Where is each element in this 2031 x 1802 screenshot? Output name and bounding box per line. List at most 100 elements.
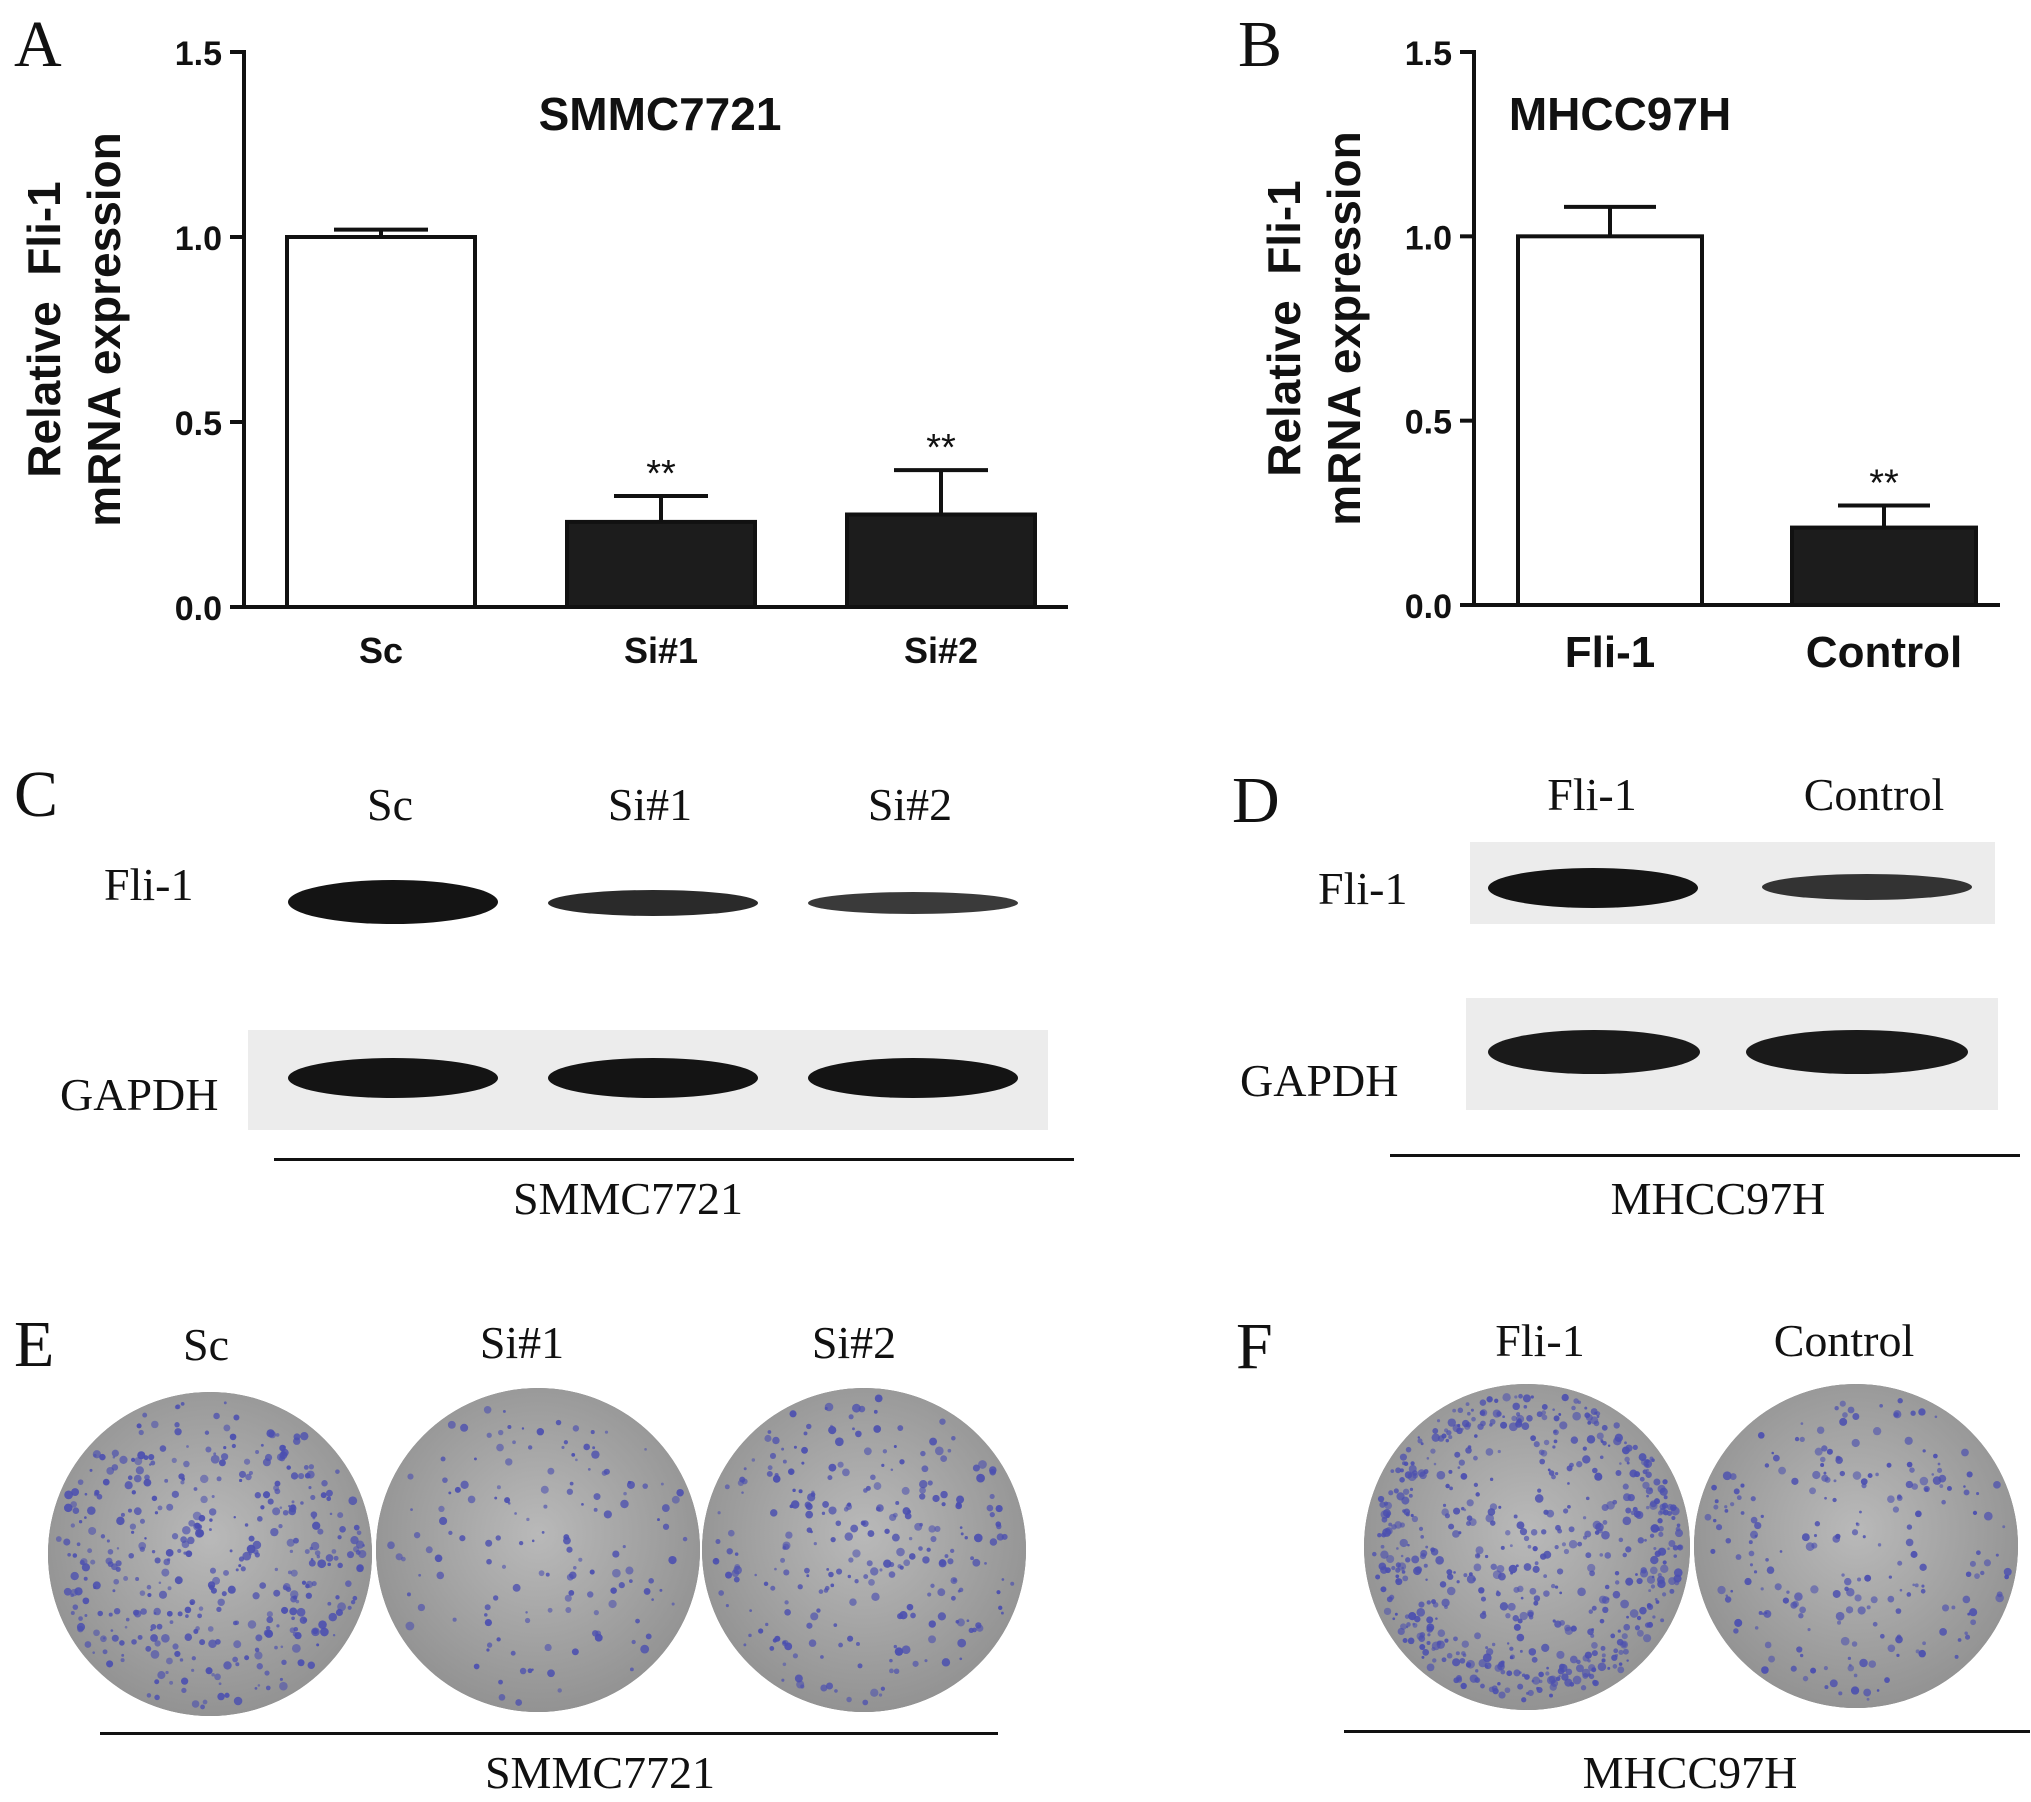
colony	[1454, 1451, 1461, 1458]
colony	[244, 1655, 250, 1661]
bar-a-0	[285, 235, 477, 609]
colony	[1772, 1454, 1780, 1462]
colony	[1401, 1496, 1410, 1505]
colony	[505, 1458, 513, 1466]
colony	[996, 1533, 1004, 1541]
cell-line-rule-c	[274, 1158, 1074, 1161]
colony	[878, 1693, 883, 1697]
colony	[1395, 1467, 1402, 1474]
colony	[102, 1478, 110, 1486]
colony	[1446, 1569, 1453, 1576]
y-tick-label-a-0: 0.0	[175, 590, 222, 628]
colony	[1591, 1642, 1598, 1649]
band-d-fli1-fli1	[1488, 868, 1698, 908]
colony	[1617, 1629, 1621, 1633]
colony	[1614, 1653, 1619, 1658]
colony	[1377, 1495, 1385, 1503]
colony	[1422, 1649, 1430, 1656]
colony	[280, 1645, 284, 1649]
cell-line-rule-d	[1390, 1154, 2020, 1157]
colony	[1531, 1676, 1541, 1685]
colony	[1965, 1634, 1971, 1640]
colony	[128, 1552, 135, 1559]
colony	[893, 1668, 900, 1675]
colony	[1622, 1483, 1629, 1490]
colony	[1377, 1532, 1382, 1538]
colony	[879, 1568, 883, 1572]
colony	[395, 1553, 403, 1561]
colony	[1918, 1408, 1926, 1416]
colony	[1722, 1471, 1732, 1481]
colony	[290, 1595, 297, 1603]
colony	[642, 1483, 648, 1489]
colony	[545, 1572, 550, 1577]
colony	[129, 1523, 137, 1530]
colony	[1704, 1513, 1712, 1521]
colony-plate-e-sc	[48, 1392, 372, 1716]
colony	[1851, 1438, 1860, 1448]
colony	[187, 1536, 195, 1545]
colony	[1393, 1488, 1399, 1494]
colony	[148, 1453, 155, 1461]
colony	[144, 1474, 150, 1481]
colony	[1517, 1683, 1524, 1690]
colony	[1402, 1638, 1408, 1643]
colony	[571, 1648, 579, 1656]
colony	[347, 1605, 352, 1610]
band-c-fli1-si2	[808, 892, 1018, 914]
colony	[806, 1423, 812, 1430]
colony	[784, 1608, 791, 1616]
colony	[830, 1583, 835, 1588]
colony	[858, 1405, 866, 1413]
colony	[305, 1583, 310, 1589]
colony	[273, 1589, 281, 1597]
colony	[131, 1639, 137, 1645]
colony	[276, 1624, 280, 1628]
colony-plate-e-si1	[376, 1388, 700, 1712]
colony	[200, 1495, 208, 1504]
colony	[1487, 1508, 1496, 1516]
colony	[504, 1497, 511, 1504]
colony	[995, 1504, 1003, 1513]
colony	[1508, 1564, 1518, 1574]
colony	[512, 1583, 521, 1592]
colony	[899, 1611, 908, 1620]
colony	[257, 1684, 261, 1687]
colony	[1884, 1677, 1890, 1683]
colony	[569, 1481, 574, 1486]
colony	[725, 1604, 729, 1608]
colony	[1660, 1564, 1669, 1574]
colony	[910, 1612, 916, 1619]
colony	[1912, 1583, 1916, 1587]
colony	[765, 1622, 769, 1627]
colony	[908, 1553, 916, 1560]
colony	[337, 1535, 342, 1540]
colony	[1794, 1436, 1800, 1442]
colony	[1906, 1461, 1913, 1468]
colony	[1448, 1435, 1453, 1440]
colony	[651, 1598, 654, 1601]
colony	[1750, 1496, 1756, 1502]
colony	[223, 1424, 231, 1432]
colony	[1466, 1515, 1473, 1522]
colony	[1604, 1584, 1610, 1590]
colony	[785, 1531, 793, 1539]
colony	[1754, 1521, 1762, 1530]
colony	[1432, 1427, 1439, 1434]
colony	[1602, 1441, 1607, 1446]
colony	[1461, 1640, 1469, 1648]
colony	[763, 1581, 769, 1587]
colony	[1607, 1444, 1611, 1447]
colony	[72, 1507, 80, 1514]
colony	[1649, 1487, 1653, 1491]
colony	[1761, 1666, 1769, 1674]
colony	[1441, 1508, 1449, 1516]
colony	[959, 1526, 963, 1529]
colony	[589, 1569, 595, 1575]
colony	[1862, 1535, 1866, 1539]
panel-label-e: E	[14, 1308, 55, 1381]
bar-chart-b: 0.0 0.5 1.0 1.5 MHCC97H Relative Fli-1 mRNA ex…	[1258, 35, 2000, 677]
colony	[536, 1427, 545, 1436]
colony	[1824, 1685, 1829, 1690]
